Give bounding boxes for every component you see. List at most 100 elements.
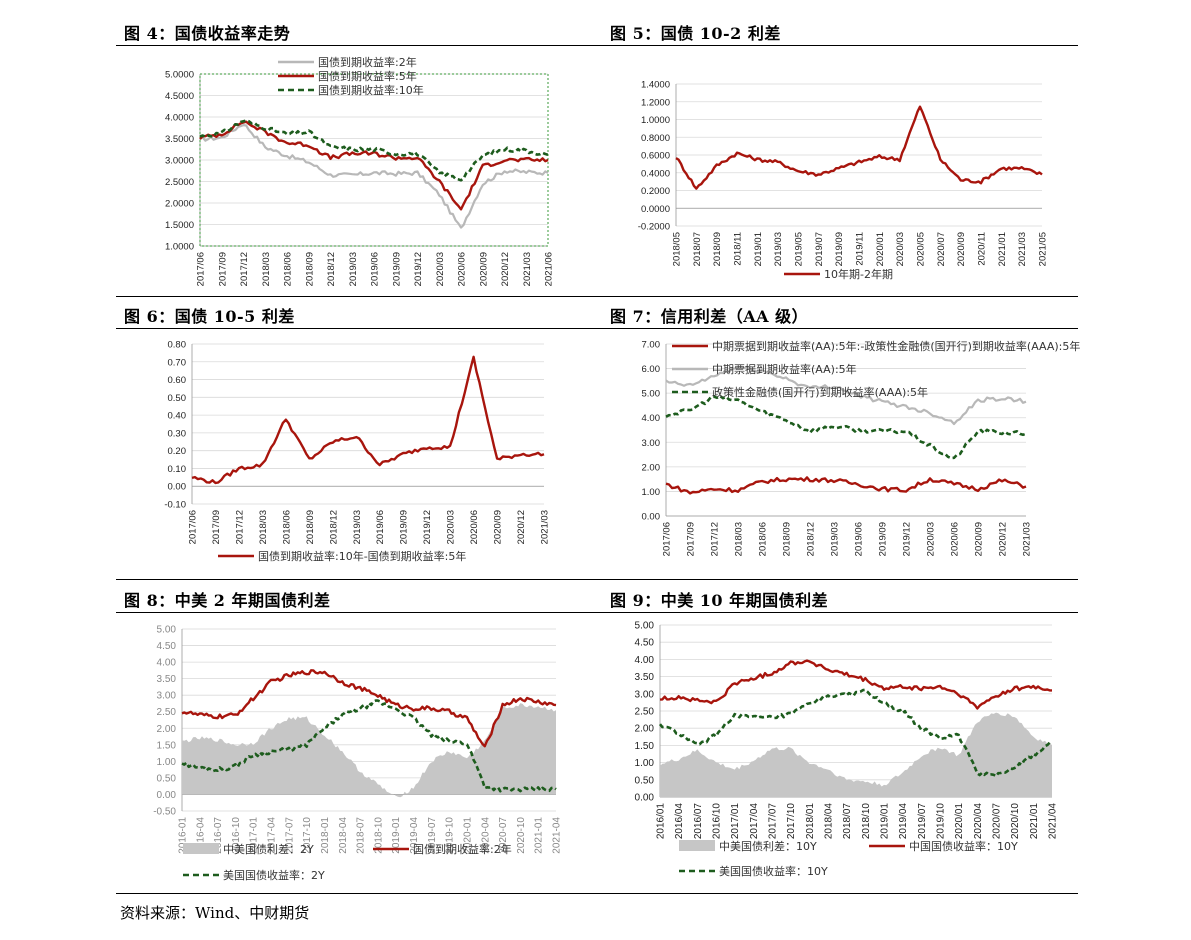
y-tick-label: 6.00 xyxy=(642,364,661,375)
y-tick-label: 2.50 xyxy=(635,707,655,718)
x-tick-label: 2018/01 xyxy=(805,803,816,840)
legend-label: 美国国债收益率：2Y xyxy=(223,868,325,882)
series-line-green xyxy=(199,119,549,182)
y-tick-label: 0.4000 xyxy=(641,168,670,179)
y-tick-label: 4.50 xyxy=(157,641,177,652)
y-tick-label: 2.0000 xyxy=(165,199,194,210)
x-tick-label: 2018/11 xyxy=(733,232,744,266)
x-tick-label: 2017/07 xyxy=(768,803,779,840)
y-tick-label: 0.70 xyxy=(168,357,187,368)
x-tick-label: 2020/03 xyxy=(895,232,906,266)
legend-label: 中期票据到期收益率(AA):5年 xyxy=(712,362,857,376)
x-tick-label: 2020/07 xyxy=(992,803,1003,840)
legend-label: 国债到期收益率:2年 xyxy=(413,842,512,856)
x-tick-label: 2020-04 xyxy=(480,817,491,854)
y-tick-label: 0.30 xyxy=(168,428,187,439)
x-tick-label: 2020/09 xyxy=(956,232,967,266)
chart4-title: 图 4：国债收益率走势 xyxy=(124,24,291,43)
x-tick-label: 2019/09 xyxy=(878,522,889,556)
x-tick-label: 2019/05 xyxy=(794,232,805,266)
x-tick-label: 2018/06 xyxy=(283,252,294,286)
y-tick-label: 5.00 xyxy=(157,625,177,636)
x-tick-label: 2020/03 xyxy=(435,252,446,286)
x-tick-label: 2018/06 xyxy=(281,510,292,544)
x-tick-label: 2021/03 xyxy=(522,252,533,286)
chart6: -0.10 0.00 0.10 0.20 0.30 0.40 0.50 0.60 0.70 0.8… xyxy=(118,334,578,574)
x-tick-label: 2019/03 xyxy=(352,510,363,544)
x-tick-label: 2021/03 xyxy=(1022,522,1033,556)
x-tick-label: 2020/12 xyxy=(998,522,1009,556)
y-tick-label: 4.00 xyxy=(642,413,661,424)
x-tick-label: 2017/01 xyxy=(730,803,741,840)
x-tick-label: 2018/12 xyxy=(806,522,817,556)
y-tick-label: 3.00 xyxy=(635,689,655,700)
y-tick-label: 4.00 xyxy=(157,658,177,669)
y-tick-label: 0.50 xyxy=(168,393,187,404)
x-tick-label: 2021/01 xyxy=(1029,803,1040,840)
x-tick-label: 2017-04 xyxy=(267,817,278,854)
top-rule xyxy=(116,45,1078,46)
x-tick-label: 2016/07 xyxy=(693,803,704,840)
y-tick-label: 4.5000 xyxy=(165,91,194,102)
chart5-title: 图 5：国债 10-2 利差 xyxy=(610,24,781,43)
x-tick-label: 2017/09 xyxy=(686,522,697,556)
y-tick-label: -0.10 xyxy=(164,500,186,511)
x-tick-label: 2017/09 xyxy=(211,510,222,544)
legend-label: 中期票据到期收益率(AA):5年:-政策性金融债(国开行)到期收益率(AAA):… xyxy=(712,339,1080,353)
x-tick-label: 2019/12 xyxy=(902,522,913,556)
x-tick-label: 2018/07 xyxy=(842,803,853,840)
row2-top-rule xyxy=(116,296,1078,297)
x-tick-label: 2018/03 xyxy=(261,252,272,286)
series-line-red xyxy=(675,105,1043,190)
x-tick-label: 2018/06 xyxy=(758,522,769,556)
y-tick-label: 1.00 xyxy=(157,757,177,768)
x-tick-label: 2019/01 xyxy=(880,803,891,840)
x-tick-label: 2018-10 xyxy=(373,817,384,854)
y-tick-label: 0.50 xyxy=(157,773,177,784)
x-tick-label: 2017/06 xyxy=(662,522,673,556)
y-tick-label: 0.00 xyxy=(635,793,655,804)
x-tick-label: 2017-01 xyxy=(249,817,260,854)
x-tick-label: 2019-07 xyxy=(427,817,438,854)
y-tick-label: 1.0000 xyxy=(641,115,670,126)
x-tick-label: 2019/06 xyxy=(854,522,865,556)
x-tick-label: 2021/01 xyxy=(997,232,1008,266)
x-tick-label: 2016/04 xyxy=(674,803,685,840)
x-tick-label: 2019/07 xyxy=(917,803,928,840)
x-tick-label: 2016-10 xyxy=(231,817,242,854)
y-tick-label: 1.00 xyxy=(635,758,655,769)
x-tick-label: 2019-10 xyxy=(445,817,456,854)
x-tick-label: 2017/12 xyxy=(710,522,721,556)
x-tick-label: 2019/07 xyxy=(814,232,825,266)
x-tick-label: 2020-01 xyxy=(462,817,473,854)
x-tick-label: 2017-07 xyxy=(284,817,295,854)
x-tick-label: 2020/06 xyxy=(469,510,480,544)
x-tick-label: 2018/09 xyxy=(304,252,315,286)
x-tick-label: 2020/12 xyxy=(500,252,511,286)
legend-label: 中美国债利差：10Y xyxy=(719,839,817,853)
x-tick-label: 2020/06 xyxy=(457,252,468,286)
x-tick-label: 2018/05 xyxy=(672,232,683,266)
x-tick-label: 2019/03 xyxy=(773,232,784,266)
y-tick-label: 4.00 xyxy=(635,655,655,666)
chart5: -0.2000 0.0000 0.2000 0.4000 0.6000 0.8000 1.0… xyxy=(604,52,1074,294)
x-tick-label: 2020/04 xyxy=(973,803,984,840)
y-tick-label: 3.0000 xyxy=(165,156,194,167)
x-tick-label: 2021/03 xyxy=(1017,232,1028,266)
x-tick-label: 2019-01 xyxy=(391,817,402,854)
x-tick-label: 2020/06 xyxy=(950,522,961,556)
x-tick-label: 2018/04 xyxy=(824,803,835,840)
x-tick-label: 2019/03 xyxy=(830,522,841,556)
x-tick-label: 2020/09 xyxy=(493,510,504,544)
y-tick-label: 3.50 xyxy=(157,674,177,685)
x-tick-label: 2018/09 xyxy=(782,522,793,556)
x-tick-label: 2017/10 xyxy=(786,803,797,840)
y-tick-label: 4.0000 xyxy=(165,113,194,124)
x-tick-label: 2019/11 xyxy=(855,232,866,266)
legend-label: 10年期-2年期 xyxy=(824,267,893,281)
legend-label: 美国国债收益率：10Y xyxy=(719,864,828,878)
chart8-svg: -0.50 0.00 0.50 1.00 1.50 2.00 2.50 3.00 3.50 4.0… xyxy=(153,625,562,883)
x-tick-label: 2019/10 xyxy=(936,803,947,840)
x-tick-label: 2016/10 xyxy=(712,803,723,840)
y-tick-label: 2.5000 xyxy=(165,177,194,188)
